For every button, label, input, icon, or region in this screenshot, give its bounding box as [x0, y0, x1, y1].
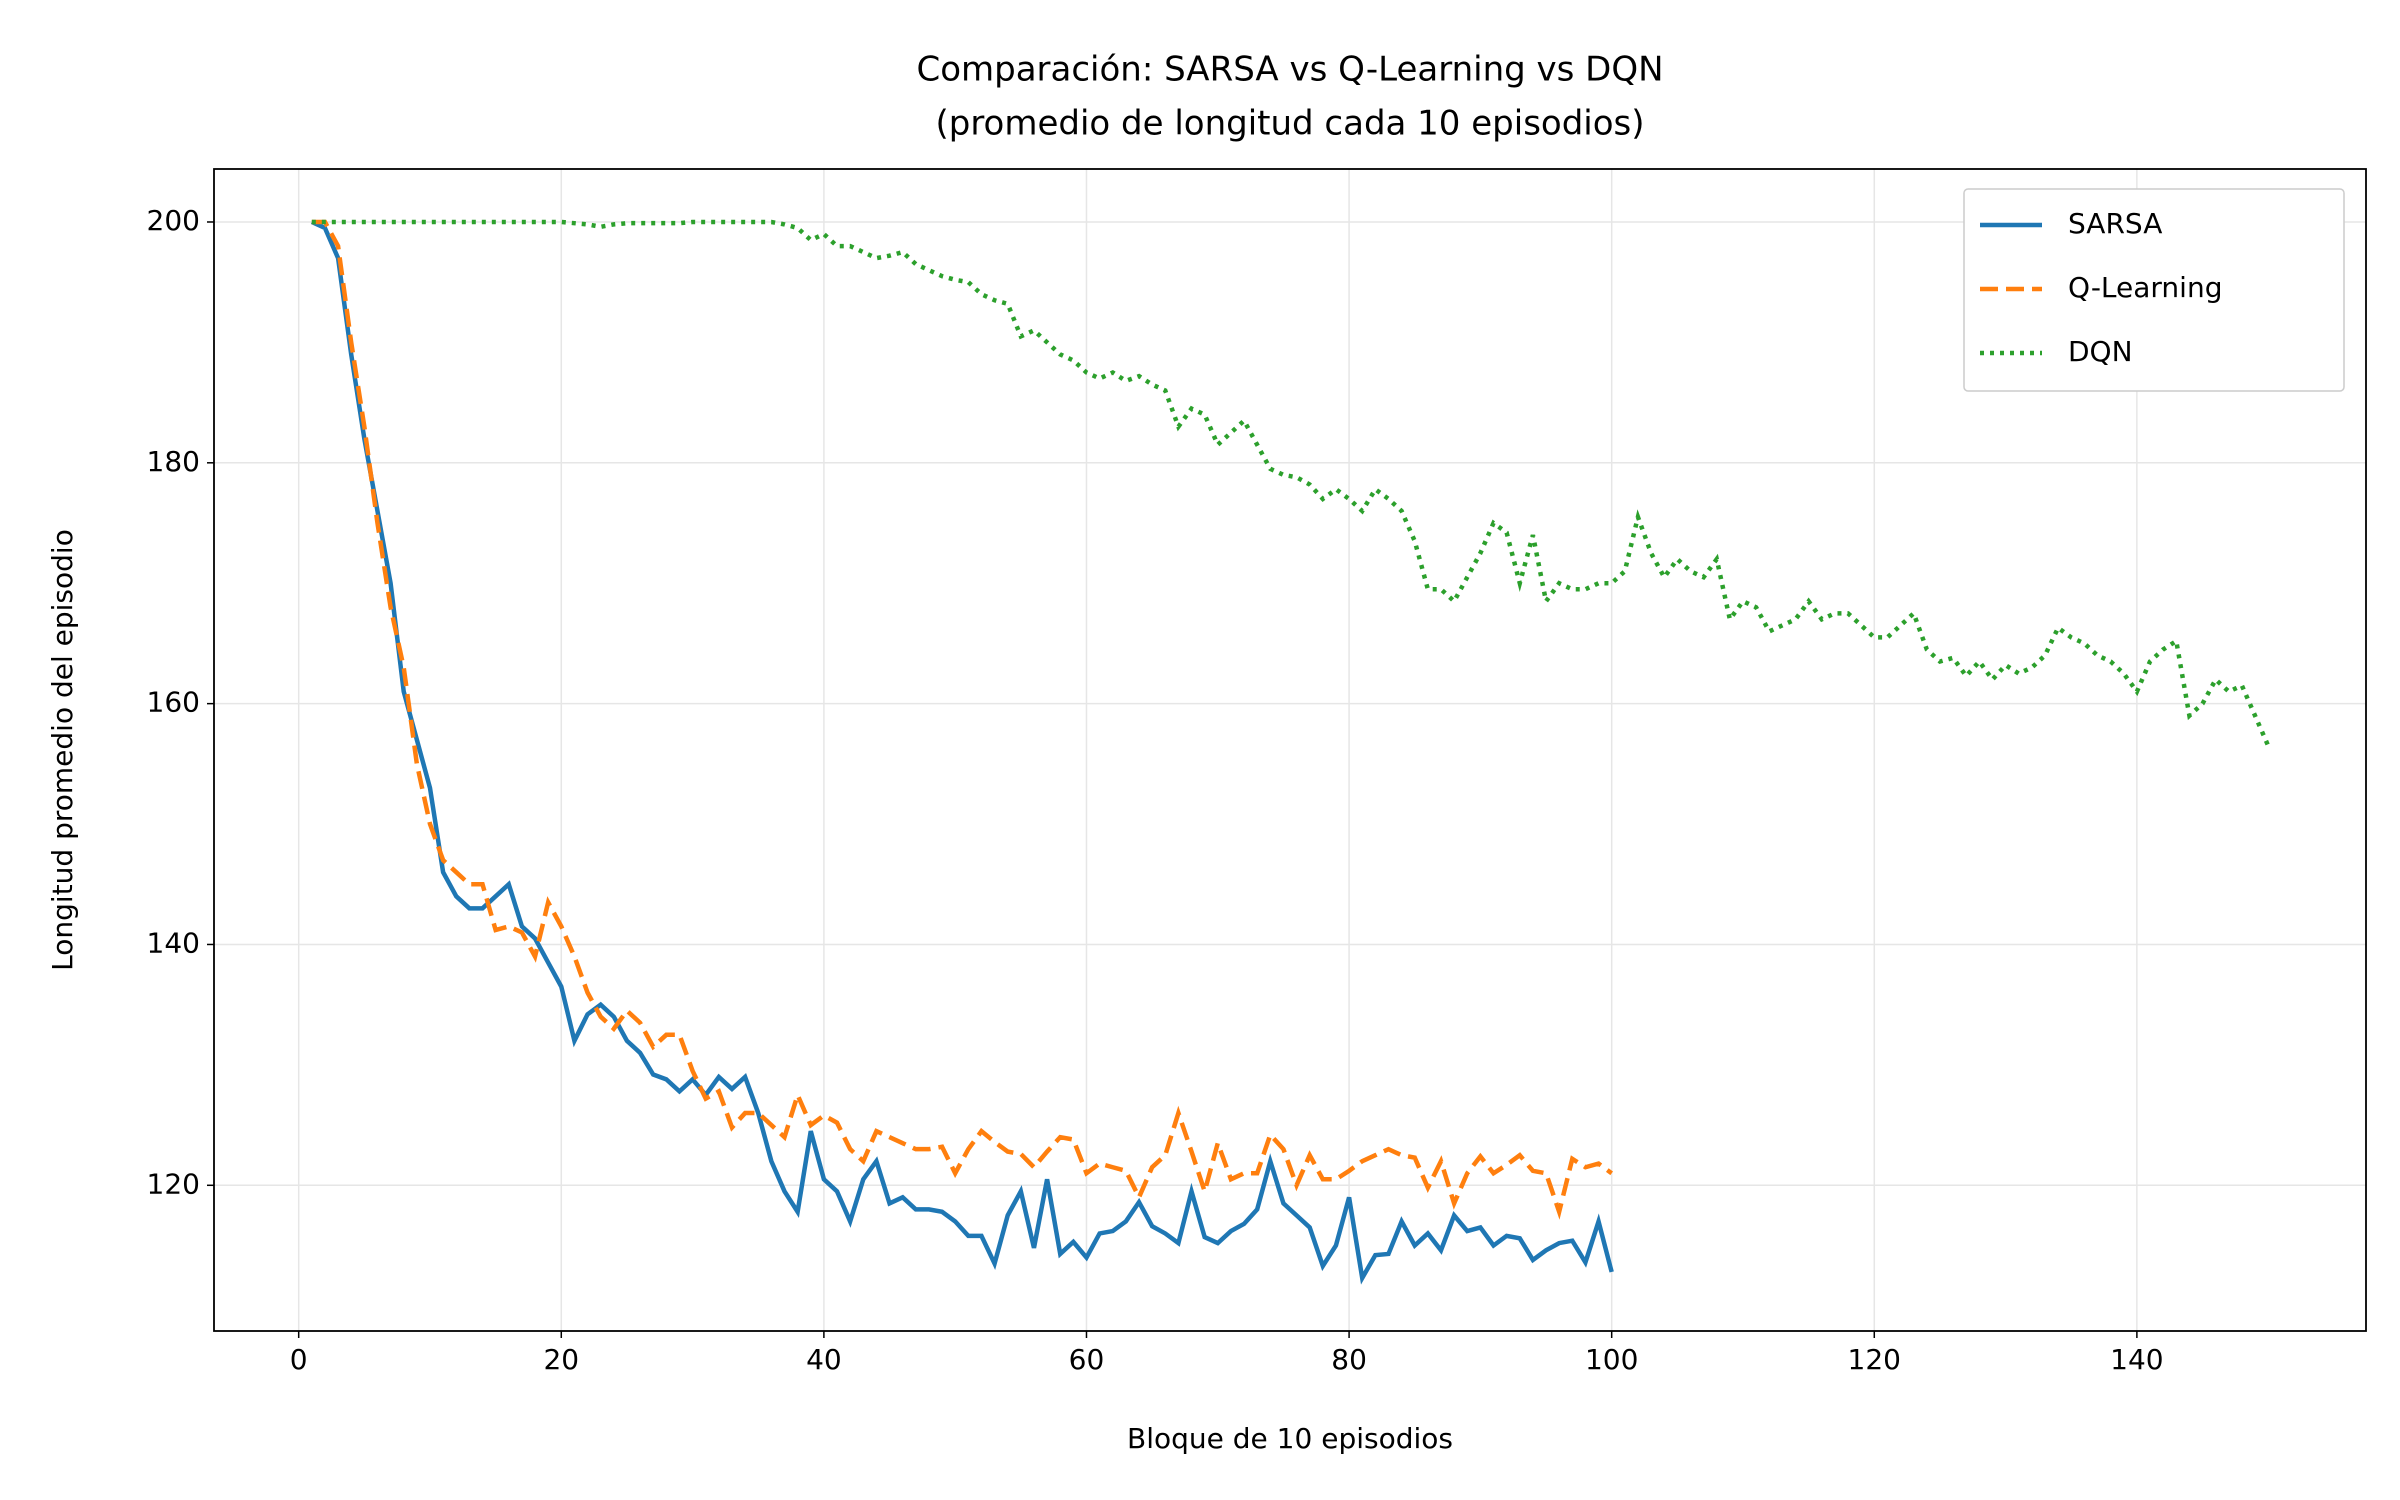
chart-subtitle: (promedio de longitud cada 10 episodios): [935, 104, 1644, 144]
x-tick-label: 20: [543, 1343, 579, 1376]
y-tick-label: 120: [147, 1167, 200, 1200]
x-tick-label: 60: [1069, 1343, 1105, 1376]
series-line: [311, 219, 1614, 1220]
x-tick-label: 140: [2110, 1343, 2163, 1376]
x-axis-label: Bloque de 10 episodios: [1127, 1422, 1453, 1455]
x-tick-label: 80: [1331, 1343, 1367, 1376]
chart-title: Comparación: SARSA vs Q-Learning vs DQN: [916, 50, 1663, 90]
y-tick-label: 160: [147, 686, 200, 719]
plot-frame: [213, 168, 2367, 1332]
y-axis-label: Longitud promedio del episodio: [46, 529, 79, 971]
series-line: [310, 219, 1614, 1285]
legend-label: SARSA: [2068, 207, 2162, 240]
y-tick-label: 180: [147, 445, 200, 478]
x-tick-label: 100: [1585, 1343, 1638, 1376]
x-tick-label: 40: [806, 1343, 842, 1376]
x-tick-label: 0: [290, 1343, 308, 1376]
series-line: [311, 219, 2271, 747]
y-tick-label: 140: [147, 926, 200, 959]
legend-label: Q-Learning: [2068, 271, 2222, 304]
legend-box: [1963, 188, 2345, 392]
x-tick-label: 120: [1848, 1343, 1901, 1376]
y-tick-label: 200: [147, 204, 200, 237]
legend-label: DQN: [2068, 335, 2133, 368]
